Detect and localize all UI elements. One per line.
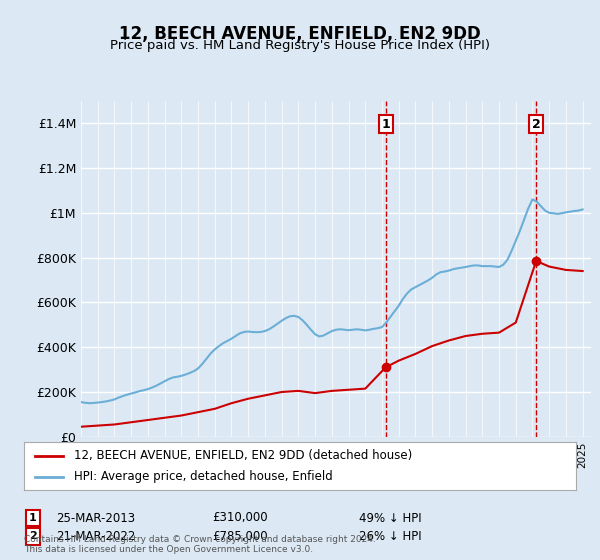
Text: 25-MAR-2013: 25-MAR-2013 (56, 511, 136, 525)
Text: £310,000: £310,000 (212, 511, 268, 525)
Text: Contains HM Land Registry data © Crown copyright and database right 2024.
This d: Contains HM Land Registry data © Crown c… (24, 535, 376, 554)
Text: £785,000: £785,000 (212, 530, 268, 543)
Text: 26% ↓ HPI: 26% ↓ HPI (359, 530, 421, 543)
Text: 12, BEECH AVENUE, ENFIELD, EN2 9DD (detached house): 12, BEECH AVENUE, ENFIELD, EN2 9DD (deta… (74, 449, 412, 462)
Text: 1: 1 (29, 513, 37, 523)
Text: 21-MAR-2022: 21-MAR-2022 (56, 530, 136, 543)
Text: Price paid vs. HM Land Registry's House Price Index (HPI): Price paid vs. HM Land Registry's House … (110, 39, 490, 52)
Text: 12, BEECH AVENUE, ENFIELD, EN2 9DD: 12, BEECH AVENUE, ENFIELD, EN2 9DD (119, 25, 481, 43)
Text: 49% ↓ HPI: 49% ↓ HPI (359, 511, 421, 525)
Text: HPI: Average price, detached house, Enfield: HPI: Average price, detached house, Enfi… (74, 470, 332, 483)
Text: 2: 2 (29, 531, 37, 542)
Text: 2: 2 (532, 118, 541, 131)
Text: 1: 1 (381, 118, 390, 131)
